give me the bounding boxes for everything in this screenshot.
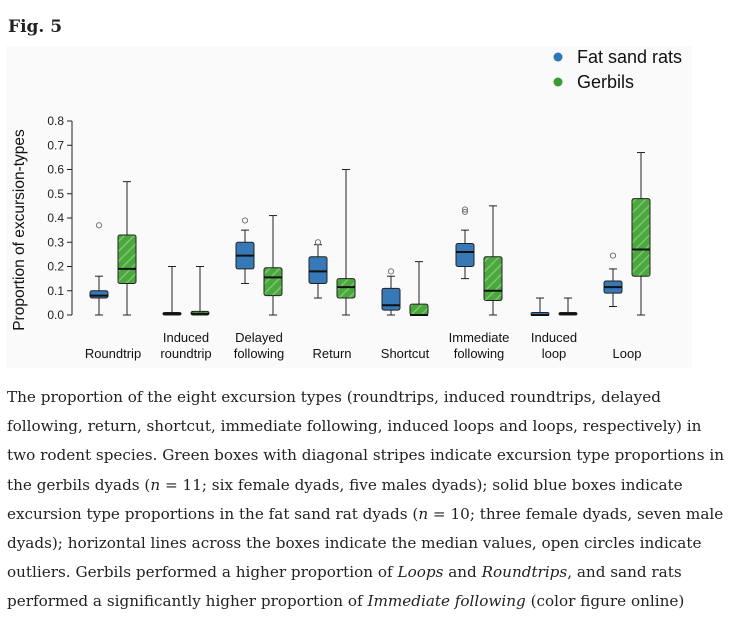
figure-label: Fig. 5 xyxy=(8,17,63,37)
outlier-point xyxy=(609,252,617,259)
outlier-point xyxy=(461,208,469,216)
caption-part-5: , and sand rats performed a significantl… xyxy=(7,563,682,611)
box xyxy=(455,242,475,267)
y-tick-label: 0.4 xyxy=(47,211,64,225)
x-category-label: Immediate xyxy=(449,330,510,345)
box xyxy=(263,267,283,297)
legend-label: Fat sand rats xyxy=(577,47,682,67)
chart-area: 0.0 0.1 0.2 0.3 0.4 0.5 0.6 0.7 0.8 Roundtrip Indu… xyxy=(6,46,692,368)
y-tick-label: 0.1 xyxy=(47,284,64,298)
outlier-point xyxy=(314,239,322,246)
box xyxy=(308,256,328,284)
x-category-label: roundtrip xyxy=(160,346,211,361)
boxes xyxy=(89,152,651,316)
sand-rat-box-6 xyxy=(455,206,475,280)
box xyxy=(409,303,429,316)
outlier-point xyxy=(387,268,395,275)
y-tick-label: 0.5 xyxy=(47,187,64,201)
y-tick-label: 0.7 xyxy=(47,138,64,152)
caption-part-2: = 11; six female dyads, five males dyads… xyxy=(7,475,683,523)
sand-rat-box-2 xyxy=(162,266,182,316)
x-category-label: following xyxy=(454,346,505,361)
caption-n-gerbils: n xyxy=(150,475,161,494)
sand-rat-box-3 xyxy=(235,217,255,284)
axes: 0.0 0.1 0.2 0.3 0.4 0.5 0.6 0.7 0.8 Roundtrip Indu… xyxy=(47,114,641,361)
legend-marker xyxy=(553,52,563,62)
gerbil-box-2 xyxy=(190,266,210,316)
gerbil-box-6 xyxy=(483,205,503,316)
y-tick-label: 0.0 xyxy=(47,308,64,322)
outlier-point xyxy=(241,217,249,224)
figure-caption: The proportion of the eight excursion ty… xyxy=(7,383,729,617)
caption-part-4: and xyxy=(443,563,482,582)
box-plot-chart: 0.0 0.1 0.2 0.3 0.4 0.5 0.6 0.7 0.8 Roundtrip Indu… xyxy=(11,47,682,361)
x-category-label: Induced xyxy=(163,330,209,345)
gerbil-box-5 xyxy=(409,261,429,316)
x-category-label: Loop xyxy=(613,346,642,361)
box xyxy=(631,198,651,277)
caption-part-6: (color figure online) xyxy=(525,592,685,611)
sand-rat-box-5 xyxy=(381,268,401,316)
outlier-point xyxy=(461,206,469,213)
box xyxy=(381,287,401,311)
gerbil-box-3 xyxy=(263,215,283,316)
sand-rat-box-7 xyxy=(530,297,550,316)
box xyxy=(89,290,109,299)
x-category-label: loop xyxy=(542,346,567,361)
y-axis-label: Proportion of excursion-types xyxy=(11,129,28,331)
caption-loops: Loops xyxy=(397,563,444,582)
caption-roundtrips: Roundtrips xyxy=(481,563,568,582)
box xyxy=(336,278,356,299)
x-category-label: Delayed xyxy=(235,330,283,345)
x-category-label: following xyxy=(234,346,285,361)
x-category-label: Roundtrip xyxy=(85,346,141,361)
box xyxy=(483,256,503,301)
sand-rat-box-8 xyxy=(603,252,623,308)
gerbil-box-7 xyxy=(558,297,578,316)
gerbil-box-8 xyxy=(631,152,651,316)
legend-label: Gerbils xyxy=(577,72,634,92)
x-category-label: Shortcut xyxy=(381,346,430,361)
caption-part-3: = 10; three female dyads, seven male dya… xyxy=(7,504,724,582)
y-tick-label: 0.8 xyxy=(47,114,64,128)
legend: Fat sand rats Gerbils xyxy=(553,47,682,92)
caption-immediate-following: Immediate following xyxy=(367,592,526,611)
outlier-point xyxy=(95,222,103,229)
gerbil-box-4 xyxy=(336,169,356,316)
y-tick-label: 0.2 xyxy=(47,260,64,274)
caption-n-sand-rats: n xyxy=(418,504,429,523)
caption-part-1: The proportion of the eight excursion ty… xyxy=(7,388,724,494)
legend-marker xyxy=(553,77,563,87)
sand-rat-box-1 xyxy=(89,222,109,316)
x-category-label: Return xyxy=(312,346,351,361)
gerbil-box-1 xyxy=(117,181,137,316)
box xyxy=(117,234,137,284)
y-tick-label: 0.3 xyxy=(47,235,64,249)
y-tick-label: 0.6 xyxy=(47,163,64,177)
sand-rat-box-4 xyxy=(308,239,328,299)
x-category-label: Induced xyxy=(531,330,577,345)
